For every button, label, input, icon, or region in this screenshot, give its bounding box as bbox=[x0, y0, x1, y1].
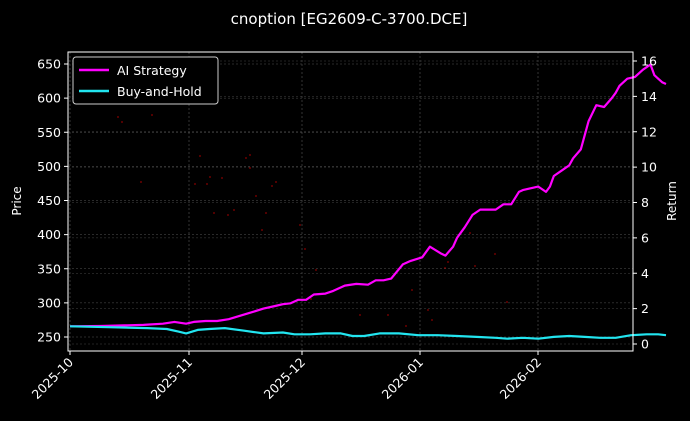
y-left-tick-label: 600 bbox=[37, 91, 61, 106]
scatter-dots bbox=[117, 114, 508, 327]
y-axis-left: 250 300 350 400 450 500 550 600 650 bbox=[37, 57, 68, 345]
x-tick-label: 2026-01 bbox=[379, 355, 427, 403]
y-left-tick-label: 650 bbox=[37, 57, 61, 72]
y-axis-right: 0 2 4 6 8 10 12 14 16 bbox=[633, 54, 657, 352]
legend-label-ai-strategy: AI Strategy bbox=[117, 63, 187, 78]
legend-box bbox=[72, 56, 219, 105]
y-right-tick-label: 12 bbox=[641, 124, 657, 139]
y-left-tick-label: 550 bbox=[37, 125, 61, 140]
y-left-tick-label: 300 bbox=[37, 295, 61, 310]
y-right-tick-label: 16 bbox=[641, 54, 657, 69]
ai-strategy-line bbox=[69, 63, 667, 328]
buy-and-hold-line bbox=[69, 325, 667, 340]
y-right-tick-label: 6 bbox=[641, 230, 649, 245]
x-tick-label: 2025-12 bbox=[261, 355, 309, 403]
y-left-tick-label: 250 bbox=[37, 330, 61, 345]
x-tick-label: 2025-11 bbox=[148, 355, 196, 403]
legend-label-buy-and-hold: Buy-and-Hold bbox=[117, 84, 202, 99]
x-axis: 2025-10 2025-11 2025-12 2026-01 2026-02 bbox=[29, 351, 545, 403]
y-left-tick-label: 450 bbox=[37, 193, 61, 208]
y-axis-right-label: Return bbox=[665, 181, 679, 221]
x-tick-label: 2025-10 bbox=[29, 354, 77, 402]
y-left-tick-label: 500 bbox=[37, 159, 61, 174]
legend: AI Strategy Buy-and-Hold bbox=[72, 56, 219, 105]
y-right-tick-label: 4 bbox=[641, 266, 649, 281]
y-left-tick-label: 350 bbox=[37, 261, 61, 276]
y-axis-left-label: Price bbox=[10, 186, 24, 215]
y-right-tick-label: 0 bbox=[641, 337, 649, 352]
y-right-tick-label: 10 bbox=[641, 160, 657, 175]
y-right-tick-label: 8 bbox=[641, 195, 649, 210]
y-right-tick-label: 2 bbox=[641, 301, 649, 316]
x-tick-label: 2026-02 bbox=[497, 355, 545, 403]
chart-title: cnoption [EG2609-C-3700.DCE] bbox=[231, 10, 468, 28]
y-right-tick-label: 14 bbox=[641, 89, 657, 104]
series-lines bbox=[69, 63, 667, 340]
plot-frame bbox=[67, 51, 634, 352]
y-left-tick-label: 400 bbox=[37, 227, 61, 242]
